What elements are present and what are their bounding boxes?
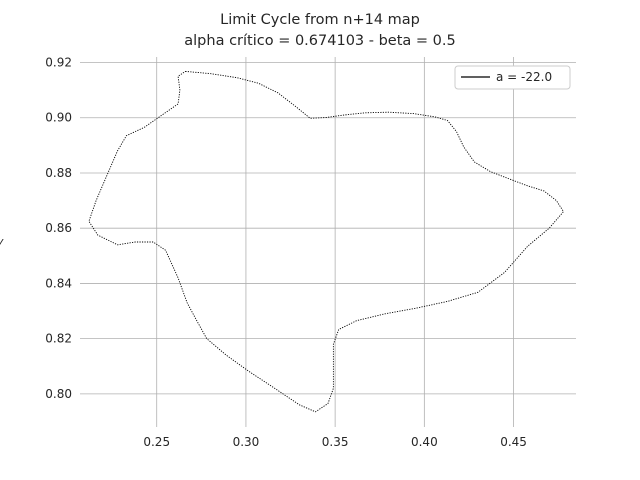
y-tick-label: 0.88 (45, 166, 72, 180)
series-layer (88, 70, 564, 413)
series-line (88, 70, 564, 413)
tick-labels: 0.25 0.30 0.35 0.40 0.45 0.80 0.82 0.84 0.86 0.88… (45, 56, 527, 449)
y-tick-label: 0.82 (45, 332, 72, 346)
chart-title: Limit Cycle from n+14 map (220, 12, 420, 28)
x-tick-label: 0.30 (233, 435, 260, 449)
legend: a = -22.0 (454, 65, 571, 90)
x-tick-label: 0.40 (411, 435, 438, 449)
legend-box (454, 65, 571, 90)
y-tick-label: 0.90 (45, 111, 72, 125)
x-tick-label: 0.45 (500, 435, 527, 449)
chart-subtitle: alpha crítico = 0.674103 - beta = 0.5 (184, 33, 456, 49)
y-tick-label: 0.86 (45, 221, 72, 235)
x-tick-label: 0.25 (143, 435, 170, 449)
y-axis-label: y (0, 235, 4, 248)
x-tick-label: 0.35 (322, 435, 349, 449)
grid-layer (80, 57, 576, 427)
y-tick-label: 0.92 (45, 56, 72, 70)
y-tick-label: 0.84 (45, 276, 72, 290)
y-tick-label: 0.80 (45, 387, 72, 401)
legend-label: a = -22.0 (496, 70, 552, 84)
